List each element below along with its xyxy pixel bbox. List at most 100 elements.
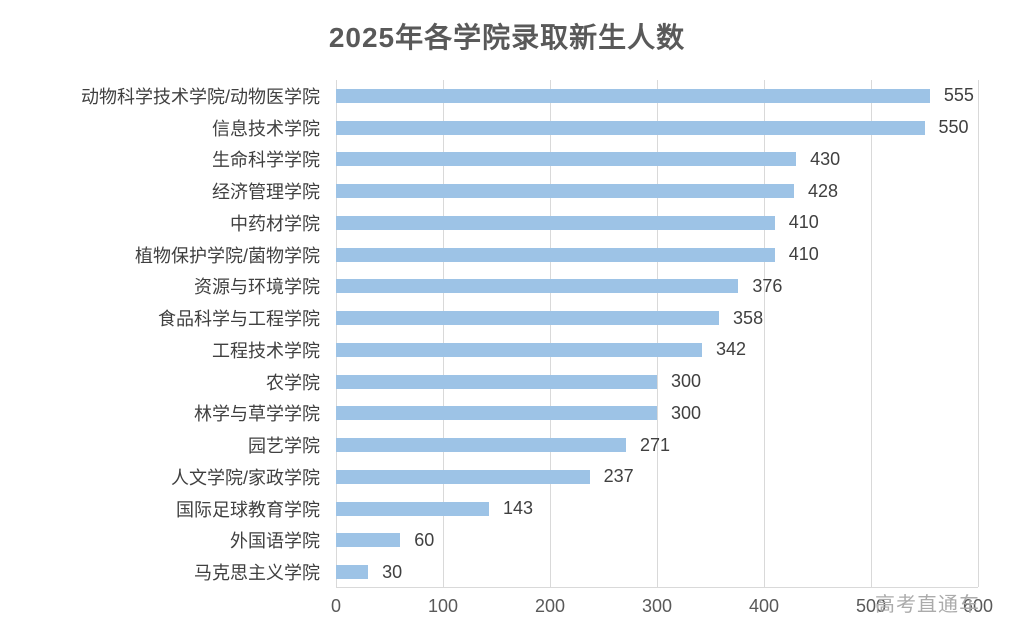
value-label: 271 [639, 434, 671, 455]
bar [336, 469, 590, 484]
bar-track: 143 [336, 493, 978, 525]
value-label: 30 [382, 561, 403, 582]
value-label: 358 [733, 307, 764, 328]
category-label: 经济管理学院 [212, 182, 320, 203]
value-label: 550 [938, 117, 969, 138]
x-tick-label: 100 [427, 596, 459, 616]
bar [336, 406, 657, 421]
category-label: 国际足球教育学院 [176, 499, 320, 520]
bar [336, 120, 925, 135]
category-label: 动物科学技术学院/动物医学院 [81, 86, 320, 107]
watermark: 高考直通车 [875, 594, 980, 616]
bar-track: 428 [336, 175, 978, 207]
bar-track: 271 [336, 429, 978, 461]
gridline [764, 80, 765, 587]
bar [336, 311, 720, 326]
category-label: 人文学院/家政学院 [170, 467, 320, 488]
gridline [550, 80, 551, 587]
bar-track: 410 [336, 207, 978, 239]
bar [336, 342, 702, 357]
value-label: 143 [503, 498, 534, 519]
chart-row: 中药材学院 410 [0, 207, 1006, 239]
chart-row: 动物科学技术学院/动物医学院 555 [0, 80, 1006, 112]
x-tick-label: 0 [330, 596, 342, 616]
chart-row: 外国语学院 60 [0, 525, 1006, 557]
category-label: 食品科学与工程学院 [158, 309, 320, 330]
value-label: 60 [414, 529, 435, 550]
x-tick-label: 600 [962, 596, 994, 616]
gridline [978, 80, 979, 587]
chart-row: 人文学院/家政学院 237 [0, 461, 1006, 493]
value-label: 428 [807, 180, 838, 201]
category-label: 工程技术学院 [212, 340, 320, 361]
value-label: 410 [788, 244, 819, 265]
category-label: 农学院 [266, 372, 320, 393]
bar-track: 410 [336, 239, 978, 271]
bar [336, 184, 794, 199]
value-label: 300 [671, 402, 702, 423]
value-label: 237 [603, 466, 634, 487]
gridlines [336, 80, 979, 588]
bar [336, 565, 369, 580]
bar-track: 300 [336, 366, 978, 398]
chart-row: 食品科学与工程学院 358 [0, 302, 1006, 334]
bar [336, 533, 401, 548]
plot-area: 动物科学技术学院/动物医学院 555 信息技术学院 550 生命科学学院 430 经济管理学… [0, 80, 1006, 588]
bar [336, 374, 657, 389]
category-label: 外国语学院 [230, 531, 320, 552]
value-label: 430 [810, 148, 841, 169]
category-label: 信息技术学院 [212, 118, 320, 139]
bar-track: 358 [336, 302, 978, 334]
bar [336, 279, 739, 294]
chart-row: 经济管理学院 428 [0, 175, 1006, 207]
bar [336, 247, 775, 262]
bar-track: 300 [336, 398, 978, 430]
category-label: 林学与草学学院 [194, 404, 320, 425]
category-label: 园艺学院 [248, 436, 320, 457]
value-label: 410 [788, 212, 819, 233]
value-label: 300 [671, 371, 702, 392]
bar-track: 30 [336, 556, 978, 588]
x-tick-label: 500 [855, 596, 887, 616]
value-label: 376 [752, 275, 783, 296]
chart-row: 国际足球教育学院 143 [0, 493, 1006, 525]
chart-row: 园艺学院 271 [0, 429, 1006, 461]
x-axis: 0 100 200 300 400 500 600 [331, 596, 993, 622]
bar [336, 438, 626, 453]
bar-track: 555 [336, 80, 978, 112]
x-tick-label: 300 [641, 596, 673, 616]
bar [336, 215, 775, 230]
gridline [657, 80, 658, 587]
bar [336, 152, 797, 167]
category-label: 植物保护学院/菌物学院 [135, 245, 320, 266]
chart-row: 林学与草学学院 300 [0, 398, 1006, 430]
gridline [871, 80, 872, 587]
category-label: 资源与环境学院 [194, 277, 320, 298]
category-label: 中药材学院 [230, 213, 320, 234]
chart-row: 农学院 300 [0, 366, 1006, 398]
bar-track: 342 [336, 334, 978, 366]
chart-row: 生命科学学院 430 [0, 144, 1006, 176]
chart-row: 植物保护学院/菌物学院 410 [0, 239, 1006, 271]
bar-track: 237 [336, 461, 978, 493]
gridline [336, 80, 337, 587]
value-label: 555 [943, 85, 974, 106]
bar-track: 430 [336, 144, 978, 176]
chart-title: 2025年各学院录取新生人数 [328, 22, 686, 53]
x-tick-label: 400 [748, 596, 780, 616]
bar-track: 60 [336, 525, 978, 557]
bar-track: 550 [336, 112, 978, 144]
category-label: 生命科学学院 [212, 150, 320, 171]
bar-track: 376 [336, 271, 978, 303]
bar [336, 88, 930, 103]
x-tick-label: 200 [534, 596, 566, 616]
gridline [443, 80, 444, 587]
category-label: 马克思主义学院 [194, 563, 320, 584]
value-label: 342 [715, 339, 746, 360]
chart-row: 马克思主义学院 30 [0, 556, 1006, 588]
chart-row: 资源与环境学院 376 [0, 271, 1006, 303]
bar [336, 501, 489, 516]
chart-row: 工程技术学院 342 [0, 334, 1006, 366]
chart-row: 信息技术学院 550 [0, 112, 1006, 144]
